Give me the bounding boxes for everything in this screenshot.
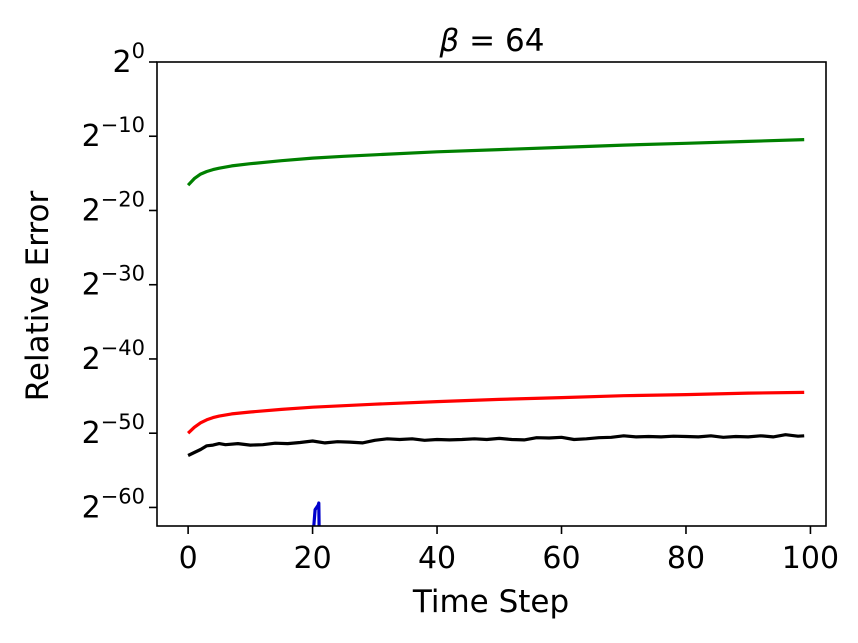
- series-line-1: [186, 390, 805, 435]
- x-tick-label: 80: [667, 541, 705, 576]
- y-tick-label: 2−50: [82, 410, 145, 451]
- x-tick-label: 100: [782, 541, 839, 576]
- chart-title: β = 64: [439, 23, 545, 59]
- plot-frame: [156, 61, 827, 527]
- y-tick-label: 2−40: [82, 336, 145, 377]
- x-tick-label: 0: [179, 541, 198, 576]
- x-axis-label: Time Step: [412, 584, 569, 620]
- y-tick-label: 2−10: [82, 113, 145, 154]
- series-layer: [186, 138, 805, 527]
- y-tick-label: 2−60: [82, 484, 145, 525]
- y-tick-label: 2−30: [82, 262, 145, 303]
- y-tick-label: 20: [113, 39, 145, 80]
- y-axis: 20 2−10 2−20 2−30 2−40 2−50 2−60: [82, 39, 157, 525]
- title-symbol: β: [439, 23, 460, 59]
- series-line-0: [186, 138, 805, 187]
- x-tick-label: 20: [293, 541, 331, 576]
- x-tick-label: 60: [542, 541, 580, 576]
- x-axis: 0 20 40 60 80 100: [179, 526, 839, 576]
- y-axis-label: Relative Error: [20, 191, 56, 402]
- x-tick-label: 40: [418, 541, 456, 576]
- title-rest: = 64: [459, 23, 544, 59]
- series-line-3: [312, 501, 321, 527]
- y-tick-label: 2−20: [82, 187, 145, 228]
- series-line-2: [187, 433, 805, 457]
